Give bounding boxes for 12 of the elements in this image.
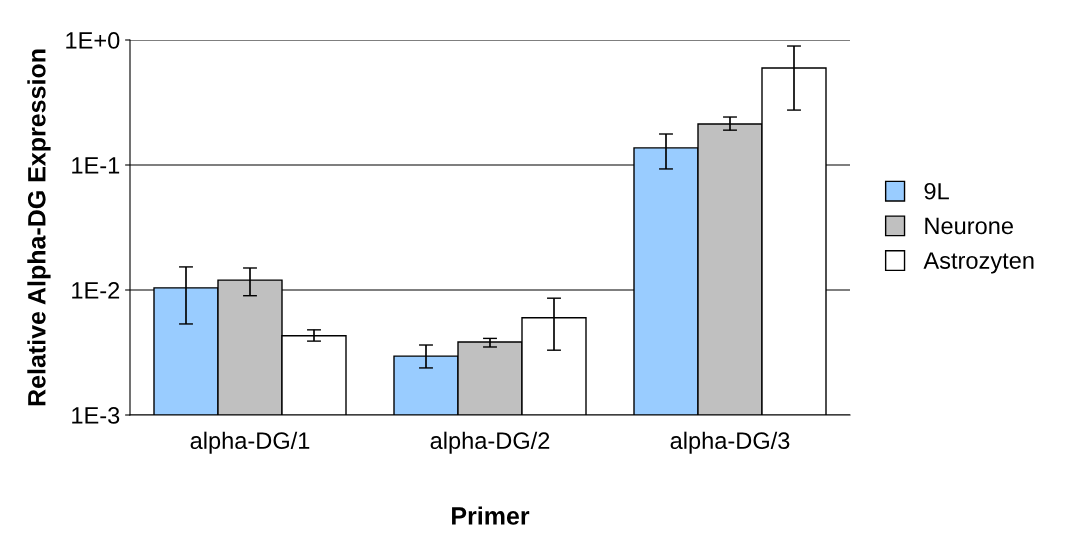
x-tick-label: alpha-DG/2 (430, 431, 550, 454)
legend-label: 9L (924, 182, 949, 200)
y-tick-label: 1E-2 (72, 282, 120, 299)
y-axis-title: Relative Alpha-DG Expression (27, 49, 51, 406)
y-tick-label: 1E+0 (66, 32, 120, 49)
x-axis-title: Primer (452, 506, 530, 525)
x-tick-label: alpha-DG/3 (670, 431, 790, 454)
legend-label: Neurone (925, 217, 1013, 235)
y-tick-label: 1E-1 (72, 157, 120, 174)
legend-label: Astrozyten (923, 252, 1034, 274)
x-tick-label: alpha-DG/1 (190, 431, 310, 454)
y-tick-label: 1E-3 (72, 407, 120, 424)
